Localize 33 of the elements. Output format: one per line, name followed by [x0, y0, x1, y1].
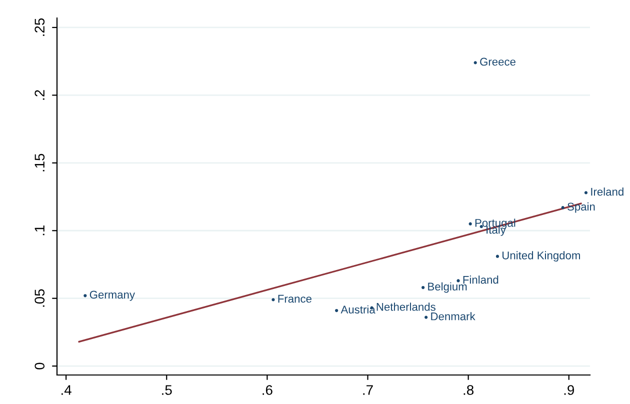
y-tick-label: .05: [34, 289, 45, 307]
y-tick-label: .2: [34, 90, 44, 100]
point: [474, 61, 477, 64]
y-tick-label: .1: [34, 226, 44, 236]
point: [335, 308, 338, 312]
data-label: Belgium: [428, 282, 467, 293]
data-label: United Kingdom: [502, 251, 580, 262]
y-tick-label: 0: [34, 362, 45, 370]
x-tick-label: .8: [464, 385, 474, 395]
data-label: Ireland: [591, 188, 624, 196]
data-label: Austria: [340, 305, 376, 314]
point: [84, 294, 87, 298]
data-label: Germany: [90, 290, 135, 301]
x-tick-label: .7: [363, 385, 373, 395]
point: [496, 254, 500, 258]
y-tick-label: .15: [34, 154, 45, 172]
point: [468, 222, 472, 226]
data-label: Netherlands: [376, 302, 436, 311]
x-tick-label: .6: [262, 385, 272, 395]
x-tick-label: .4: [62, 385, 72, 395]
point: [272, 298, 275, 302]
data-label: France: [278, 294, 312, 303]
data-label: Spain: [568, 202, 595, 213]
point: [561, 206, 564, 210]
point: [424, 316, 428, 319]
data-label: Denmark: [431, 312, 476, 320]
point: [422, 286, 425, 290]
x-tick-label: .5: [162, 385, 172, 395]
y-tick-label: .25: [34, 18, 45, 36]
data-label: Greece: [480, 58, 516, 66]
data-label: Finland: [463, 276, 498, 284]
x-tick-label: .9: [564, 385, 574, 395]
point: [584, 191, 588, 194]
